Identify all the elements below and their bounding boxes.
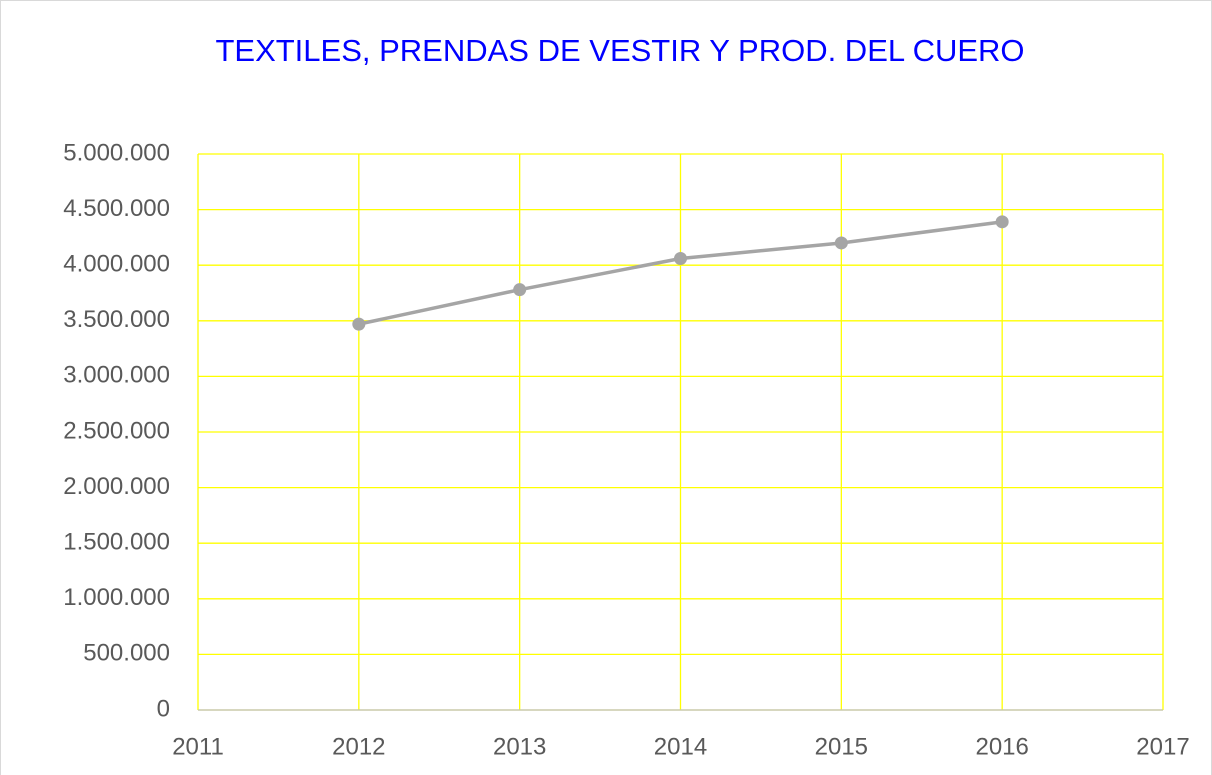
y-tick-label: 2.500.000 bbox=[63, 417, 170, 444]
y-tick-label: 1.000.000 bbox=[63, 584, 170, 611]
x-tick-label: 2017 bbox=[1136, 733, 1189, 760]
x-tick-label: 2011 bbox=[172, 733, 224, 760]
y-tick-label: 2.000.000 bbox=[63, 473, 170, 500]
x-tick-label: 2016 bbox=[975, 733, 1028, 760]
y-tick-label: 500.000 bbox=[83, 640, 170, 667]
x-tick-label: 2013 bbox=[493, 733, 546, 760]
data-point bbox=[995, 215, 1009, 229]
y-tick-label: 4.500.000 bbox=[63, 195, 170, 222]
x-tick-label: 2015 bbox=[815, 733, 868, 760]
data-point bbox=[513, 283, 527, 297]
y-tick-label: 3.000.000 bbox=[63, 362, 170, 389]
data-point bbox=[352, 317, 366, 331]
y-tick-label: 4.000.000 bbox=[63, 251, 170, 278]
y-tick-label: 1.500.000 bbox=[63, 529, 170, 556]
x-tick-label: 2012 bbox=[332, 733, 385, 760]
data-point bbox=[674, 252, 687, 266]
data-point bbox=[834, 236, 848, 250]
y-tick-label: 5.000.000 bbox=[63, 139, 170, 166]
chart-title: TEXTILES, PRENDAS DE VESTIR Y PROD. DEL … bbox=[215, 33, 1025, 68]
y-tick-label: 3.500.000 bbox=[63, 306, 170, 333]
y-tick-label: 0 bbox=[157, 695, 170, 722]
x-tick-label: 2014 bbox=[654, 733, 707, 760]
